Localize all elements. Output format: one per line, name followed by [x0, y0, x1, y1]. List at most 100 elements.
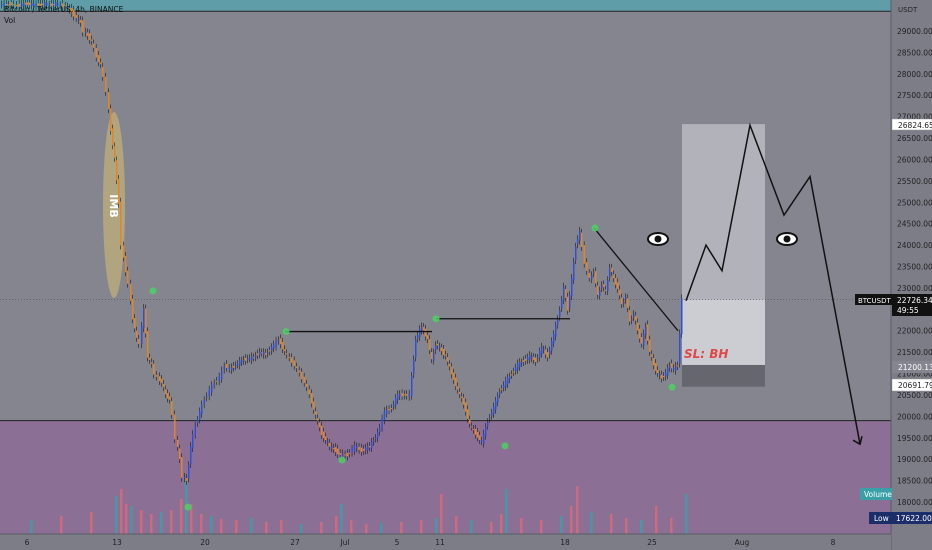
time-axis[interactable]: 6 13 20 27 Jul 5 11 18 25 Aug 8	[0, 533, 891, 550]
swing-marker	[501, 442, 509, 450]
candle-body	[156, 374, 158, 377]
candle-body	[388, 409, 390, 411]
price-tick-label: 26000.00	[897, 155, 932, 164]
candle-body	[85, 31, 87, 33]
candle-body	[1, 4, 3, 6]
candle-body	[379, 427, 381, 432]
candle-body	[390, 408, 393, 410]
price-tick-label: 21500.00	[897, 348, 932, 357]
candle-body	[277, 340, 280, 342]
candle-body	[319, 422, 321, 428]
candle-body	[427, 335, 429, 340]
candle-body	[541, 346, 543, 354]
candle-body	[331, 446, 333, 449]
candle-body	[677, 365, 679, 367]
candle-body	[184, 476, 186, 479]
candle-body	[601, 285, 603, 289]
candle-body	[213, 383, 215, 385]
candle-body	[365, 447, 367, 451]
candle-body	[547, 352, 549, 358]
candle-body	[18, 3, 20, 7]
candle-body	[44, 2, 46, 7]
candle-body	[417, 335, 419, 339]
candle-body	[623, 301, 625, 304]
candle-body	[275, 340, 277, 347]
price-axis-background	[891, 0, 932, 550]
candle-body	[267, 352, 269, 354]
candle-body	[35, 4, 37, 7]
price-tick-label: 18000.00	[897, 498, 932, 507]
candle-body	[505, 380, 507, 388]
volume-bar	[140, 510, 143, 534]
candle-body	[247, 358, 249, 360]
candle-body	[621, 297, 623, 305]
swing-marker	[591, 224, 599, 232]
volume-bar	[570, 506, 573, 534]
candle-body	[190, 445, 192, 465]
candle-body	[226, 363, 228, 368]
candle-body	[645, 326, 647, 335]
candle-body	[423, 326, 425, 331]
volume-bar	[60, 516, 63, 534]
candles-layer	[1, 0, 683, 485]
candle-body	[397, 394, 399, 401]
candle-body	[553, 334, 555, 344]
candle-body	[565, 289, 567, 298]
candle-body	[245, 357, 247, 361]
candle-body	[377, 432, 379, 439]
candle-body	[635, 315, 637, 321]
candle-body	[199, 411, 201, 420]
candle-body	[615, 278, 617, 285]
volume-bar	[576, 486, 579, 534]
price-axis[interactable]: USDT 29000.00 28500.00 28000.00 27500.00 270…	[855, 0, 932, 550]
candle-body	[577, 239, 579, 245]
candle-body	[235, 365, 237, 367]
stop-loss-label: SL: BH	[684, 347, 728, 361]
candle-body	[75, 15, 77, 19]
candle-body	[313, 401, 315, 410]
volume-bar	[120, 489, 123, 534]
volume-bar	[90, 512, 93, 534]
candle-body	[375, 437, 377, 439]
candle-body	[239, 360, 241, 366]
candle-body	[301, 371, 303, 380]
candle-body	[473, 428, 475, 430]
time-tick-label: 8	[831, 538, 836, 547]
candle-body	[89, 33, 91, 40]
swing-marker	[432, 315, 440, 323]
candle-body	[57, 3, 59, 6]
candle-body	[469, 419, 471, 424]
volume-bar	[560, 516, 563, 534]
candle-body	[563, 286, 565, 301]
candle-body	[489, 417, 491, 419]
candle-body	[481, 440, 483, 442]
candle-body	[521, 362, 523, 364]
volume-bar	[180, 499, 183, 534]
candle-body	[627, 298, 629, 308]
drawings-layer[interactable]	[285, 122, 863, 446]
entry-badge	[892, 361, 932, 373]
candle-body	[141, 325, 143, 345]
candle-body	[237, 364, 239, 366]
price-tick-label: 27000.00	[897, 113, 932, 122]
candle-body	[356, 446, 358, 449]
imb-ellipse	[103, 112, 125, 298]
candle-body	[188, 464, 190, 479]
candle-body	[93, 43, 95, 48]
candle-body	[329, 442, 331, 447]
candle-body	[303, 376, 305, 383]
candle-body	[59, 4, 61, 6]
price-tick-label: 24000.00	[897, 241, 932, 250]
time-tick-label: 11	[435, 538, 445, 547]
candle-body	[296, 366, 298, 369]
candle-body	[625, 297, 627, 300]
candle-body	[127, 270, 129, 284]
candle-body	[48, 4, 50, 6]
volume-bar	[500, 514, 503, 534]
time-tick-label: 13	[112, 538, 122, 547]
candle-body	[575, 246, 577, 261]
long-position-tool[interactable]	[0, 124, 891, 387]
candle-body	[353, 444, 356, 452]
candle-body	[517, 363, 519, 370]
